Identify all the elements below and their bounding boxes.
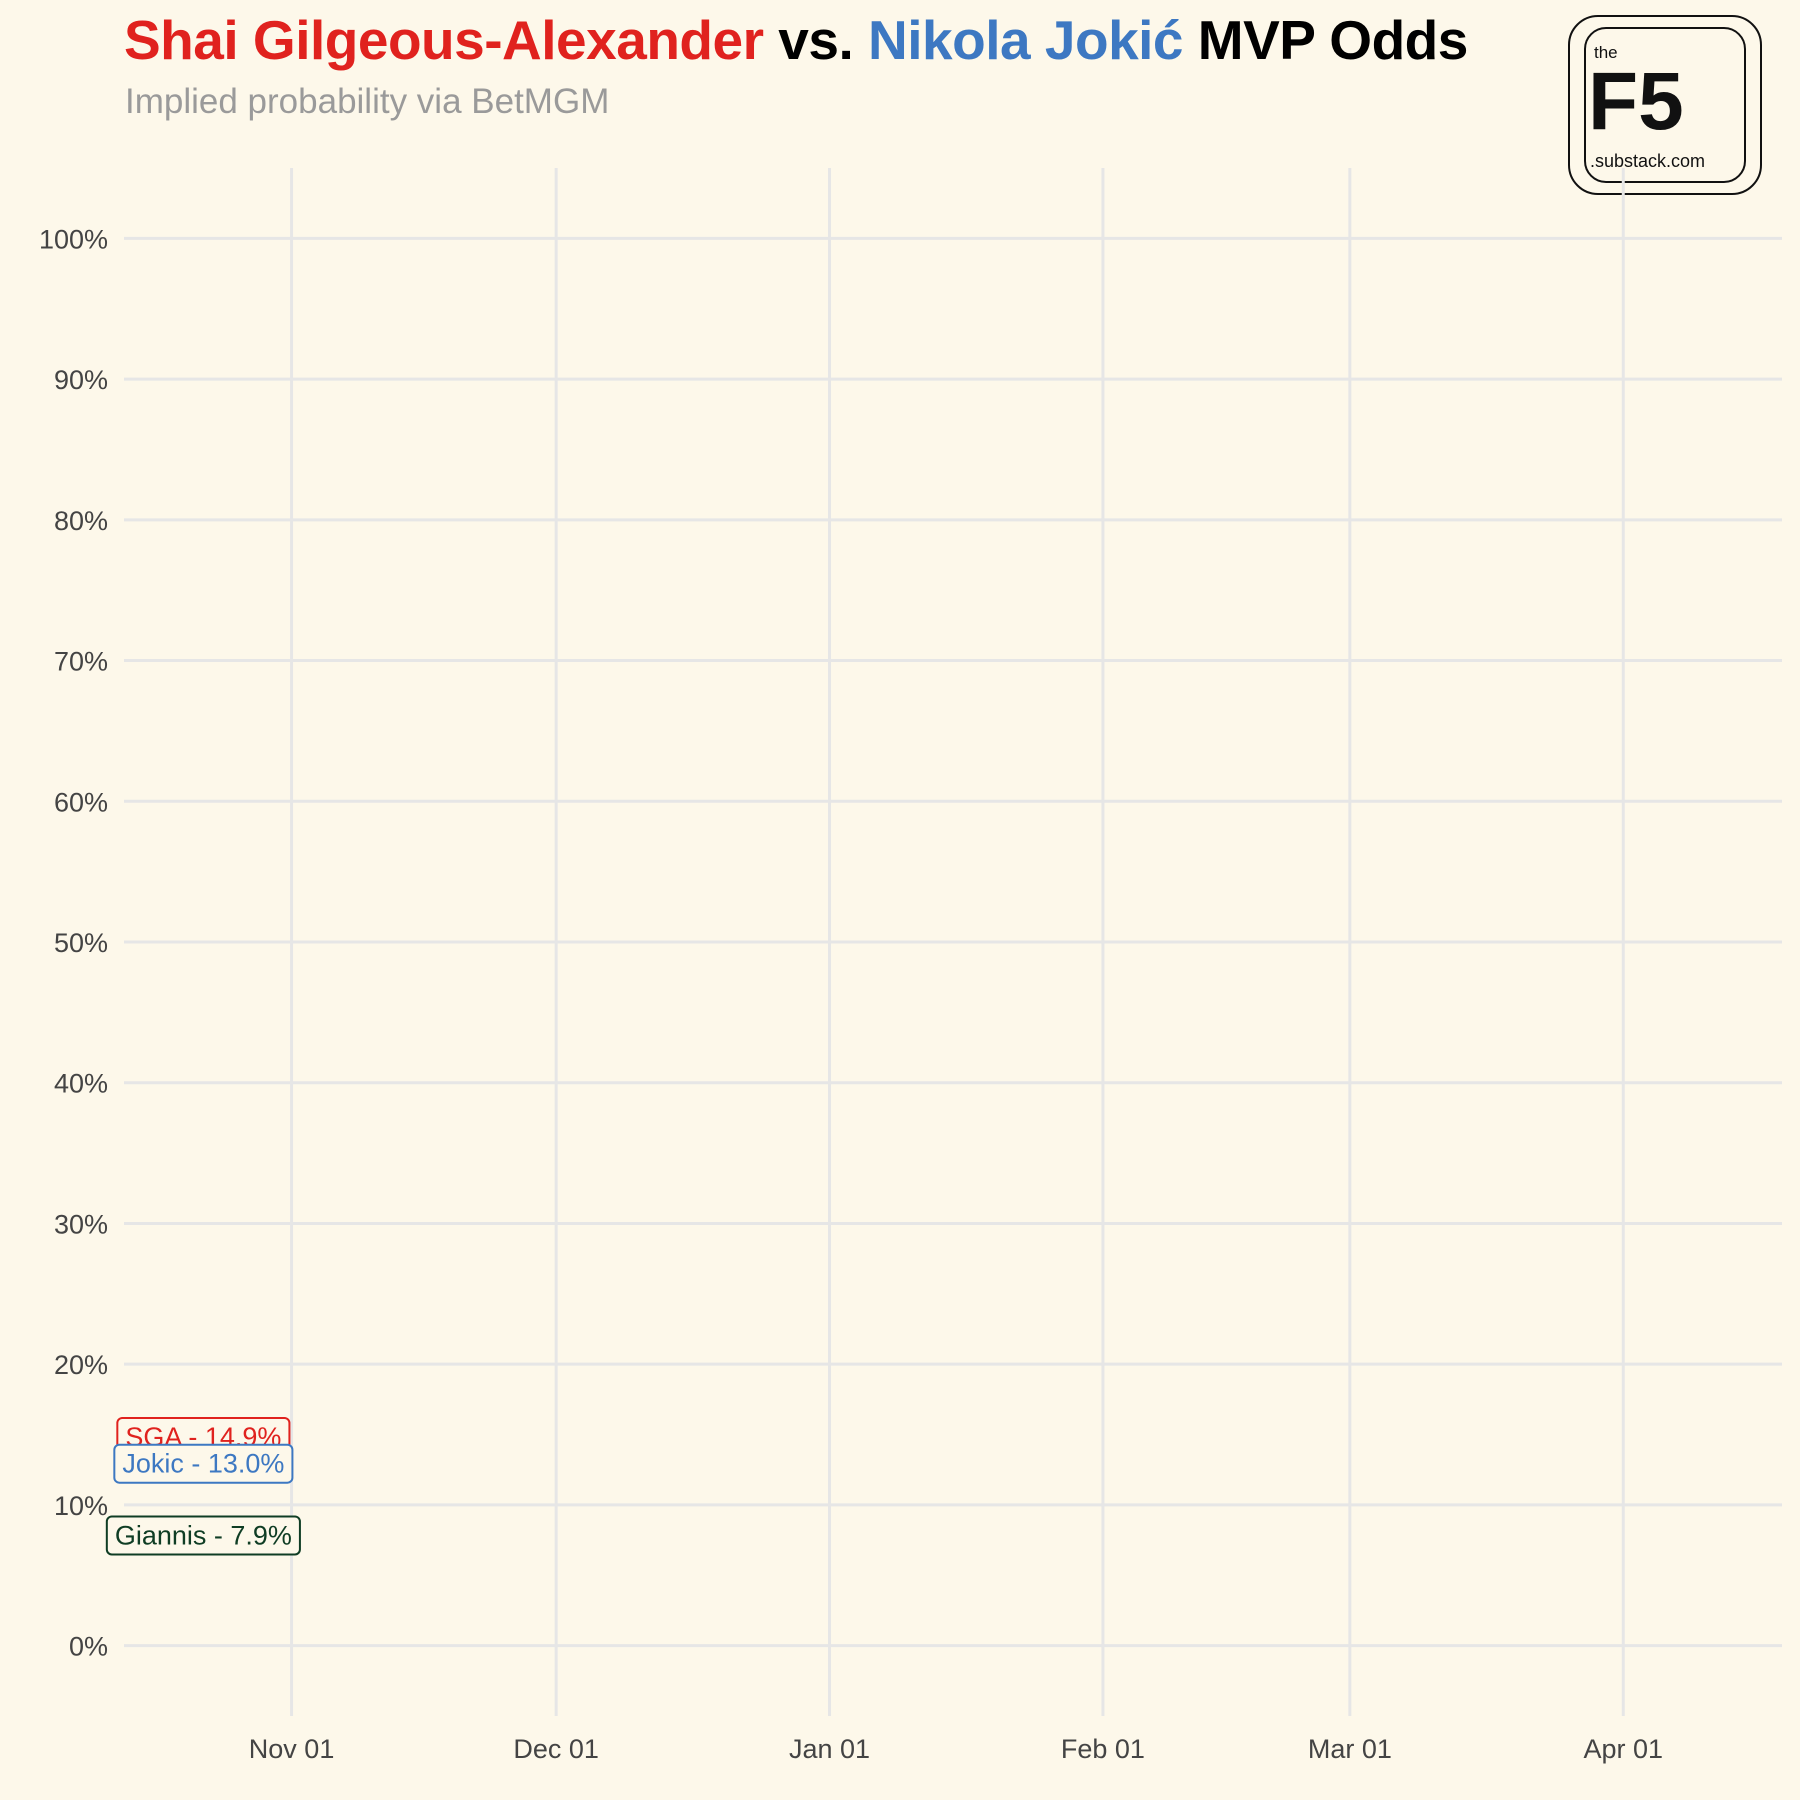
- y-tick-label: 10%: [54, 1491, 108, 1521]
- chart-subtitle: Implied probability via BetMGM: [125, 82, 610, 121]
- y-tick-label: 0%: [69, 1632, 108, 1662]
- x-tick-label: Mar 01: [1308, 1734, 1392, 1764]
- data-label-box: [105, 1515, 301, 1556]
- x-tick-label: Feb 01: [1061, 1734, 1145, 1764]
- chart-title: Shai Gilgeous-Alexander vs. Nikola Jokić…: [124, 8, 1468, 72]
- data-label-jokic: Jokic - 13.0%: [113, 1443, 294, 1484]
- title-part-mvp-odds: MVP Odds: [1183, 9, 1469, 71]
- logo-substack-text: .substack.com: [1590, 151, 1706, 171]
- f5-logo: the F5 .substack.com: [1568, 15, 1762, 195]
- y-tick-label: 30%: [54, 1209, 108, 1239]
- y-tick-label: 60%: [54, 787, 108, 817]
- f5-logo-inner-frame: the F5 .substack.com: [1584, 27, 1746, 183]
- y-tick-label: 90%: [54, 365, 108, 395]
- logo-f5-text: F5: [1588, 56, 1684, 147]
- x-tick-label: Jan 01: [789, 1734, 870, 1764]
- title-part-jokic: Nikola Jokić: [868, 9, 1184, 71]
- y-tick-label: 100%: [39, 224, 108, 254]
- y-tick-label: 70%: [54, 647, 108, 677]
- y-tick-label: 80%: [54, 506, 108, 536]
- y-tick-label: 50%: [54, 928, 108, 958]
- y-tick-label: 20%: [54, 1350, 108, 1380]
- x-tick-label: Dec 01: [513, 1734, 599, 1764]
- title-part-vs: vs.: [763, 9, 869, 71]
- x-tick-label: Nov 01: [249, 1734, 335, 1764]
- data-label-text: Jokic - 13.0%: [122, 1449, 284, 1479]
- data-label-text: Giannis - 7.9%: [115, 1520, 292, 1550]
- data-label-giannis: Giannis - 7.9%: [105, 1515, 301, 1556]
- data-label-box: [113, 1443, 294, 1484]
- x-tick-label: Apr 01: [1583, 1734, 1663, 1764]
- logo-the-text: the: [1594, 43, 1618, 62]
- y-tick-label: 40%: [54, 1069, 108, 1099]
- title-part-sga: Shai Gilgeous-Alexander: [124, 9, 764, 71]
